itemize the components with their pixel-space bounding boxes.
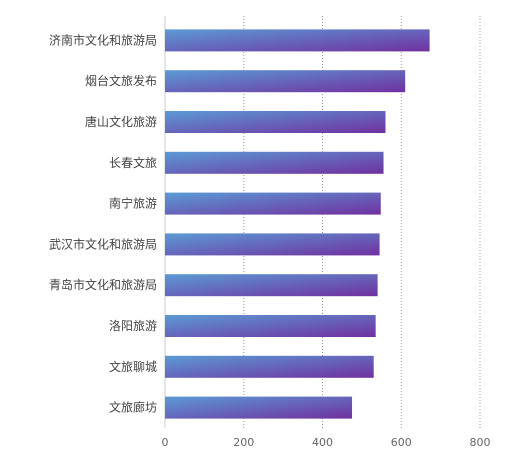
category-label: 洛阳旅游 (109, 318, 157, 333)
category-label: 济南市文化和旅游局 (49, 32, 157, 47)
x-tick-label: 200 (233, 436, 254, 449)
category-label: 武汉市文化和旅游局 (49, 236, 157, 251)
bar (165, 396, 353, 419)
x-axis-ticks: 0 200 400 600 800 (162, 436, 491, 449)
category-label: 文旅廊坊 (109, 400, 157, 415)
x-tick-label: 0 (162, 436, 169, 449)
x-tick-label: 600 (391, 436, 412, 449)
bar (165, 315, 376, 337)
bar (165, 70, 406, 93)
x-tick-label: 800 (470, 436, 491, 449)
category-label: 南宁旅游 (109, 196, 157, 211)
category-label: 文旅聊城 (109, 359, 157, 374)
bar (165, 111, 386, 133)
bar (165, 151, 384, 174)
category-label: 青岛市文化和旅游局 (49, 277, 157, 292)
bars (165, 29, 430, 419)
bar (165, 274, 378, 297)
category-label: 烟台文旅发布 (85, 73, 157, 88)
bar (165, 192, 381, 215)
bar (165, 29, 430, 52)
bar (165, 355, 374, 378)
category-label: 长春文旅 (109, 155, 157, 170)
category-label: 唐山文化旅游 (85, 114, 157, 129)
bar (165, 233, 380, 256)
category-labels: 济南市文化和旅游局烟台文旅发布唐山文化旅游长春文旅南宁旅游武汉市文化和旅游局青岛… (49, 32, 157, 414)
x-tick-label: 400 (312, 436, 333, 449)
